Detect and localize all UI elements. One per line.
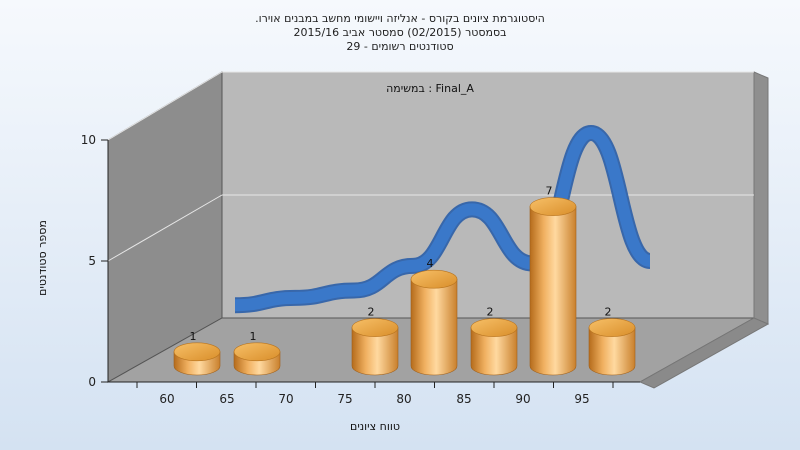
x-tick-label-6: 90	[515, 392, 530, 406]
bar-4	[410, 269, 458, 376]
bar-0	[173, 342, 221, 376]
bar-cap-3	[351, 318, 399, 337]
bar-cap-5	[470, 318, 518, 337]
gridline-left-1	[107, 194, 223, 262]
data-label-7: 2	[605, 306, 612, 319]
x-tick-label-1: 65	[219, 392, 234, 406]
bar-cap-4	[410, 269, 458, 289]
gridlines	[107, 71, 754, 262]
chart-title-line-2: בסמסטר (02/2015) סמסטר אביב 2015/16	[293, 26, 506, 39]
bar-cap-1	[233, 342, 281, 362]
bar-6	[529, 197, 577, 376]
x-tick-label-2: 70	[278, 392, 293, 406]
y-axis-title: מספר סטודנטים	[36, 220, 49, 296]
x-tick-label-3: 75	[337, 392, 352, 406]
data-label-5: 2	[487, 306, 494, 319]
bar-7	[588, 318, 636, 376]
panel-label: במשימה : Final_A	[386, 82, 474, 95]
data-labels: 1 1 2 4 2 7 2	[190, 185, 612, 343]
y-tick-label-2: 10	[81, 133, 96, 147]
distribution-curve	[234, 125, 653, 314]
y-tick-label-1: 5	[88, 254, 96, 268]
data-label-0: 1	[190, 330, 197, 343]
curve-ribbon	[234, 127, 652, 312]
bar-body-3	[351, 327, 399, 376]
x-tick-label-5: 85	[456, 392, 471, 406]
bar-body-5	[470, 327, 518, 376]
bar-cap-7	[588, 318, 636, 337]
x-axis-title: טווח ציונים	[350, 420, 400, 433]
x-tick-label-7: 95	[574, 392, 589, 406]
bar-3	[351, 318, 399, 376]
bar-series	[173, 197, 636, 376]
gridline-left-2	[107, 71, 223, 141]
x-tick-labels: 60 65 70 75 80 85 90 95	[136, 382, 614, 406]
bar-cap-6	[529, 197, 577, 216]
chart-title-line-1: היסטוגרמת ציונים בקורס - אנליזה ויישומי …	[255, 12, 545, 25]
y-tick-label-0: 0	[88, 375, 96, 389]
data-label-6: 7	[546, 185, 553, 198]
bar-body-7	[588, 327, 636, 376]
chart-title-line-3: סטודנטים רשומים - 29	[346, 40, 453, 53]
data-label-3: 2	[368, 306, 375, 319]
floor-depth-edge	[638, 317, 770, 389]
bar-5	[470, 318, 518, 376]
data-label-1: 1	[250, 330, 257, 343]
bar-cap-0	[173, 342, 221, 362]
data-label-4: 4	[427, 257, 434, 270]
right-depth-edge	[753, 71, 769, 325]
bar-body-4	[410, 278, 458, 376]
bar-1	[233, 342, 281, 376]
x-tick-label-4: 80	[396, 392, 411, 406]
x-tick-label-0: 60	[159, 392, 174, 406]
y-tick-labels: 0 5 10	[81, 133, 108, 389]
bar-body-6	[529, 206, 577, 376]
